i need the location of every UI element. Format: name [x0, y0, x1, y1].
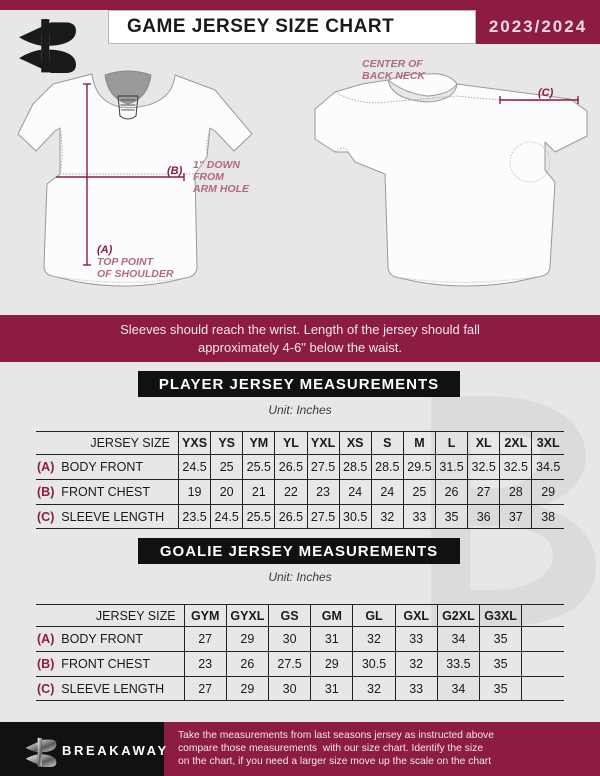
svg-text:(B): (B) [167, 165, 183, 177]
svg-text:BACK NECK: BACK NECK [362, 70, 426, 82]
svg-text:(A): (A) [97, 244, 113, 256]
svg-text:1" DOWN: 1" DOWN [193, 159, 240, 171]
svg-text:CENTER OF: CENTER OF [362, 58, 423, 70]
svg-text:TOP POINT: TOP POINT [97, 256, 155, 268]
svg-text:OF SHOULDER: OF SHOULDER [97, 268, 174, 280]
svg-text:FROM: FROM [193, 171, 224, 183]
svg-text:ARM HOLE: ARM HOLE [192, 183, 250, 195]
svg-text:(C): (C) [538, 87, 554, 99]
